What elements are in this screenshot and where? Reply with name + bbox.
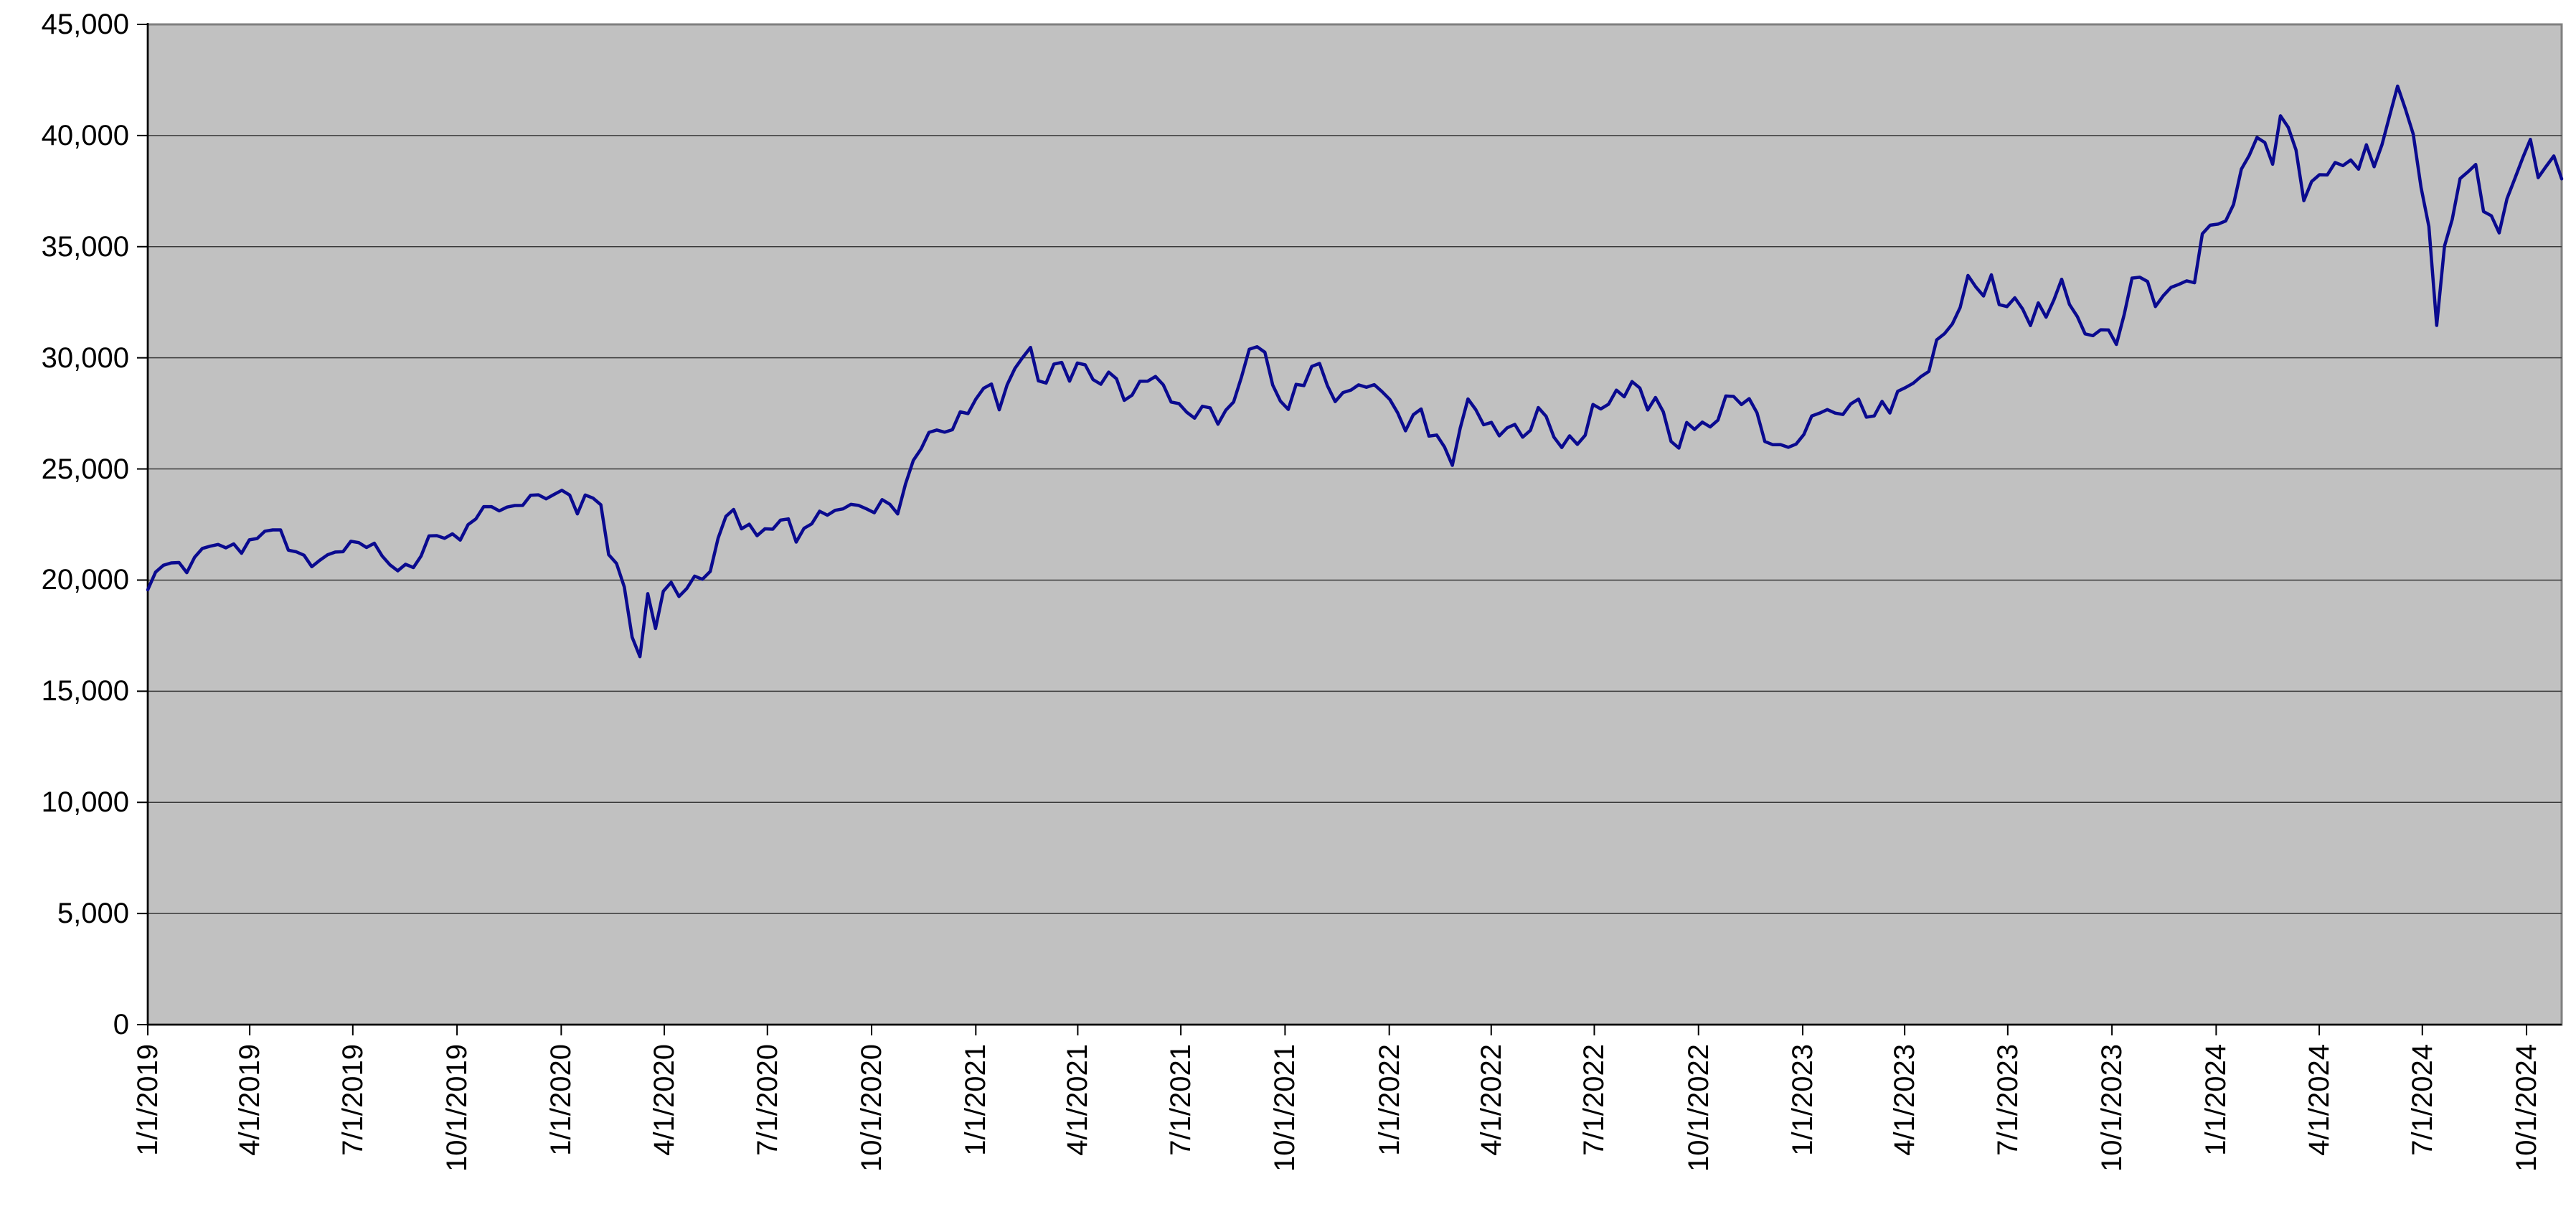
series-line bbox=[146, 84, 2564, 659]
plot-area bbox=[146, 23, 2563, 1026]
